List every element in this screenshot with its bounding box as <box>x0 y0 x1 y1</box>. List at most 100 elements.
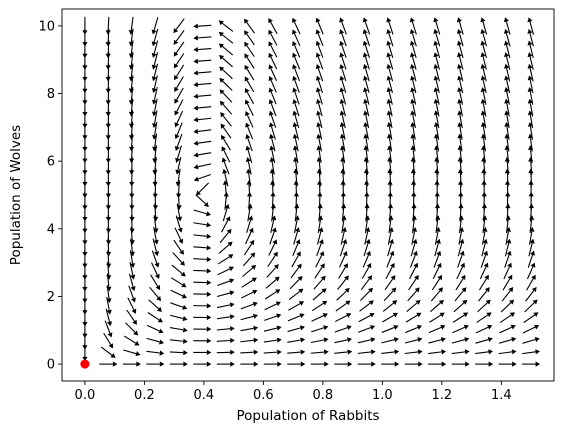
vector-arrow <box>528 168 534 187</box>
vector-arrow <box>475 324 493 334</box>
vector-arrow <box>317 203 323 222</box>
vector-arrow <box>337 275 349 290</box>
vector-arrow <box>409 17 417 35</box>
vector-arrow <box>123 335 140 346</box>
vector-arrow <box>246 168 252 187</box>
vector-arrow <box>408 274 419 291</box>
vector-arrow <box>404 349 423 355</box>
vector-arrow <box>126 309 137 325</box>
vector-arrow <box>193 338 212 344</box>
vector-arrow <box>292 239 301 257</box>
vector-arrow <box>240 289 258 299</box>
vector-arrow <box>315 52 324 70</box>
vector-arrow <box>288 301 305 311</box>
vector-arrow <box>334 337 353 344</box>
vector-arrow <box>451 337 470 344</box>
y-tick-label: 2 <box>47 290 55 305</box>
vector-arrow <box>405 312 422 323</box>
vector-arrow <box>193 361 212 367</box>
vector-arrow <box>386 63 394 82</box>
vector-arrow <box>218 31 234 44</box>
vector-arrow <box>363 75 370 94</box>
vector-arrow <box>457 98 463 117</box>
vector-arrow <box>428 324 446 334</box>
vector-arrow <box>216 314 235 320</box>
vector-arrow <box>244 64 255 81</box>
vector-arrow <box>268 52 278 70</box>
vector-arrow <box>313 275 326 290</box>
vector-arrow <box>175 156 182 175</box>
vector-arrow <box>148 299 163 312</box>
vector-arrow <box>99 361 118 367</box>
vector-arrow <box>216 302 235 309</box>
vector-arrow <box>220 112 232 127</box>
vector-arrow <box>387 238 394 257</box>
vector-arrow <box>456 17 464 35</box>
y-tick-label: 0 <box>47 358 55 373</box>
vector-arrow <box>310 361 329 367</box>
vector-arrow <box>315 75 324 93</box>
vector-arrow <box>363 110 370 129</box>
vector-arrow <box>339 63 347 82</box>
vector-arrow <box>193 349 212 356</box>
vector-arrow <box>457 238 465 257</box>
vector-arrow <box>386 40 394 59</box>
vector-arrow <box>240 337 259 343</box>
vector-arrow <box>293 180 299 199</box>
y-tick-label: 6 <box>47 155 55 170</box>
vector-arrow <box>269 227 277 245</box>
vector-arrow <box>174 227 184 244</box>
vector-arrow <box>362 40 370 58</box>
vector-arrow <box>315 17 324 35</box>
vector-arrow <box>221 146 231 163</box>
vector-arrow <box>103 332 114 349</box>
vector-arrow <box>339 98 346 117</box>
vector-arrow <box>381 337 399 344</box>
vector-arrow <box>433 40 441 59</box>
vector-arrow <box>527 28 534 47</box>
vector-arrow <box>430 287 444 302</box>
vector-arrow <box>292 17 301 35</box>
vector-arrow <box>357 361 376 367</box>
vector-arrow <box>175 215 183 233</box>
vector-arrow <box>263 349 282 355</box>
vector-arrow <box>433 250 442 268</box>
vector-arrow <box>82 16 88 35</box>
vector-arrow <box>240 301 258 310</box>
vector-arrow <box>500 299 515 313</box>
vector-arrow <box>243 239 255 256</box>
vector-arrow <box>174 99 184 116</box>
vector-arrow <box>146 324 164 334</box>
vector-arrow <box>219 228 232 244</box>
vector-arrow <box>428 337 446 344</box>
vector-arrow <box>245 134 253 152</box>
vector-arrow <box>477 299 491 313</box>
vector-arrow <box>240 325 259 332</box>
vector-arrow <box>335 300 351 312</box>
y-tick-label: 8 <box>47 87 55 102</box>
vector-arrow <box>316 110 323 129</box>
vector-arrow <box>527 17 534 35</box>
vector-arrow <box>221 216 231 233</box>
vector-arrow <box>363 98 370 117</box>
vector-arrow <box>453 299 468 313</box>
vector-arrow <box>292 133 299 152</box>
vector-arrow <box>292 29 301 47</box>
vector-arrow <box>170 302 188 310</box>
vector-arrow <box>219 100 233 115</box>
vector-arrow <box>193 93 212 99</box>
x-tick-label: 1.2 <box>432 388 453 403</box>
vector-arrow <box>386 98 393 117</box>
vector-arrow <box>480 75 487 94</box>
vector-arrow <box>410 238 418 257</box>
vector-arrow <box>193 209 211 217</box>
vector-arrow <box>339 250 348 268</box>
vector-arrow <box>334 325 352 333</box>
vector-arrow <box>432 262 442 280</box>
vector-arrow <box>104 320 113 338</box>
vector-arrow <box>433 98 440 117</box>
vector-arrow <box>522 349 541 355</box>
vector-arrow <box>316 227 324 245</box>
vector-arrow <box>362 17 371 35</box>
